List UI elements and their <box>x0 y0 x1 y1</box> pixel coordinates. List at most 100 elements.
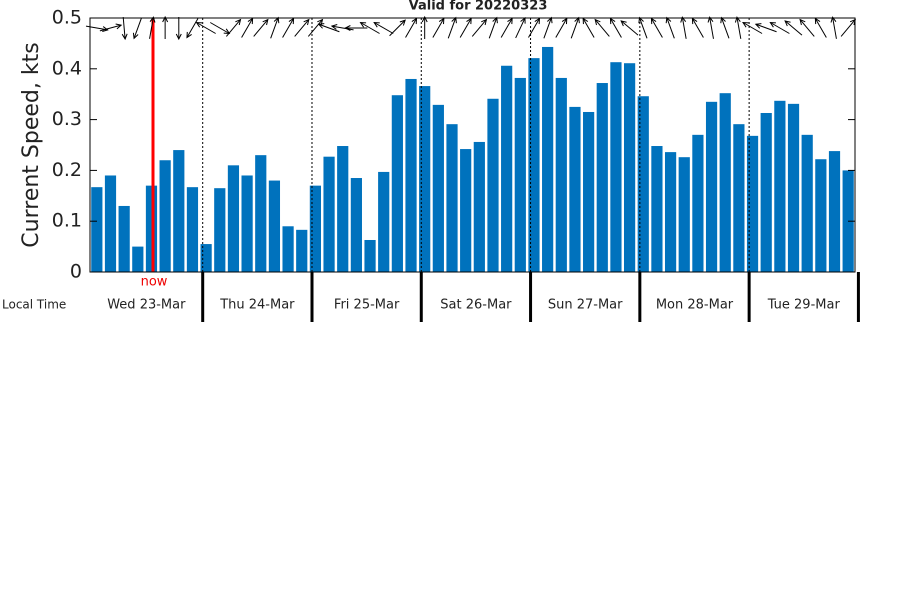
arrow-head <box>481 18 488 26</box>
direction-arrow <box>814 17 827 38</box>
arrow-shaft <box>681 17 687 39</box>
bar <box>637 96 649 273</box>
arrow-head <box>175 33 182 41</box>
direction-arrow <box>359 21 380 34</box>
arrow-head <box>102 26 109 32</box>
arrow-head <box>769 21 776 28</box>
direction-arrow <box>294 18 310 37</box>
y-tick-label: 0.1 <box>52 210 82 232</box>
arrow-shaft <box>488 17 498 39</box>
direction-arrow <box>405 17 418 38</box>
direction-arrow <box>488 16 498 39</box>
direction-arrow <box>389 19 406 37</box>
now-label: now <box>141 275 168 290</box>
arrow-head <box>235 18 242 26</box>
arrow-shaft <box>196 22 216 34</box>
day-label: Tue 29-Mar <box>767 298 841 313</box>
bar <box>432 104 444 272</box>
bar <box>692 134 704 272</box>
arrow-shaft <box>149 17 154 39</box>
bar <box>569 106 581 273</box>
arrow-shaft <box>307 19 323 37</box>
arrow-head <box>620 20 627 27</box>
direction-arrow <box>691 17 704 38</box>
arrow-shaft <box>459 18 472 38</box>
bar <box>583 111 595 272</box>
arrow-shaft <box>650 18 663 38</box>
direction-arrow <box>570 16 580 39</box>
direction-arrow <box>650 17 663 38</box>
arrow-shaft <box>318 23 340 33</box>
bar <box>309 185 322 272</box>
arrow-head <box>317 18 324 26</box>
bar <box>828 151 841 272</box>
direction-arrow <box>253 18 269 37</box>
y-tick-label: 0.5 <box>52 7 82 29</box>
arrow-head <box>707 16 714 23</box>
direction-arrow <box>432 17 445 38</box>
arrow-head <box>373 21 380 28</box>
direction-arrow <box>175 17 182 41</box>
bar <box>350 178 362 272</box>
arrow-head <box>162 15 169 23</box>
arrow-shaft <box>799 19 815 37</box>
arrow-shaft <box>784 20 803 36</box>
direction-arrow <box>195 21 216 34</box>
bar <box>173 150 185 272</box>
arrow-shaft <box>814 18 827 38</box>
bar <box>473 141 485 272</box>
arrow-head <box>121 33 128 41</box>
arrow-shaft <box>755 23 777 33</box>
bar <box>296 229 308 272</box>
bar <box>678 157 690 272</box>
arrow-shaft <box>736 17 742 39</box>
arrow-shaft <box>373 22 394 34</box>
day-label: Sun 27-Mar <box>548 298 623 313</box>
direction-arrow <box>609 17 622 38</box>
bar <box>746 135 759 272</box>
direction-arrow <box>307 18 324 37</box>
arrow-shaft <box>543 17 552 39</box>
x-axis-label: Local Time <box>2 298 66 312</box>
arrow-shaft <box>691 18 704 38</box>
direction-arrow <box>620 20 639 36</box>
arrow-shaft <box>471 19 487 37</box>
bar <box>774 100 786 272</box>
direction-arrow <box>769 21 790 34</box>
bar <box>200 244 212 272</box>
arrow-shaft <box>500 18 513 38</box>
bar <box>255 155 267 272</box>
arrow-head <box>421 15 428 23</box>
arrow-head <box>186 31 192 39</box>
arrow-head <box>754 23 762 29</box>
bar <box>487 98 499 272</box>
day-label: Fri 25-Mar <box>334 298 400 313</box>
arrow-shaft <box>447 17 457 39</box>
bar <box>460 149 472 272</box>
day-label: Mon 28-Mar <box>656 298 734 313</box>
direction-arrow <box>149 16 156 39</box>
direction-arrow <box>447 16 457 39</box>
arrow-shaft <box>133 17 143 39</box>
arrow-head <box>742 21 749 28</box>
arrow-shaft <box>253 19 269 37</box>
bar <box>555 77 567 272</box>
bar <box>104 175 117 272</box>
arrow-head <box>784 20 791 27</box>
direction-arrow <box>707 16 714 39</box>
arrow-shaft <box>594 19 610 37</box>
arrow-shaft <box>405 18 417 38</box>
arrow-shaft <box>270 17 279 39</box>
bar <box>719 93 731 273</box>
bar <box>405 78 417 273</box>
bar <box>337 146 349 272</box>
bar <box>268 180 281 272</box>
bar <box>501 65 513 272</box>
direction-arrow <box>270 16 280 39</box>
bar <box>705 101 718 272</box>
bar <box>186 187 199 272</box>
bar <box>542 46 554 273</box>
direction-arrow <box>720 16 730 39</box>
bar <box>282 226 294 272</box>
direction-arrow <box>734 16 742 39</box>
